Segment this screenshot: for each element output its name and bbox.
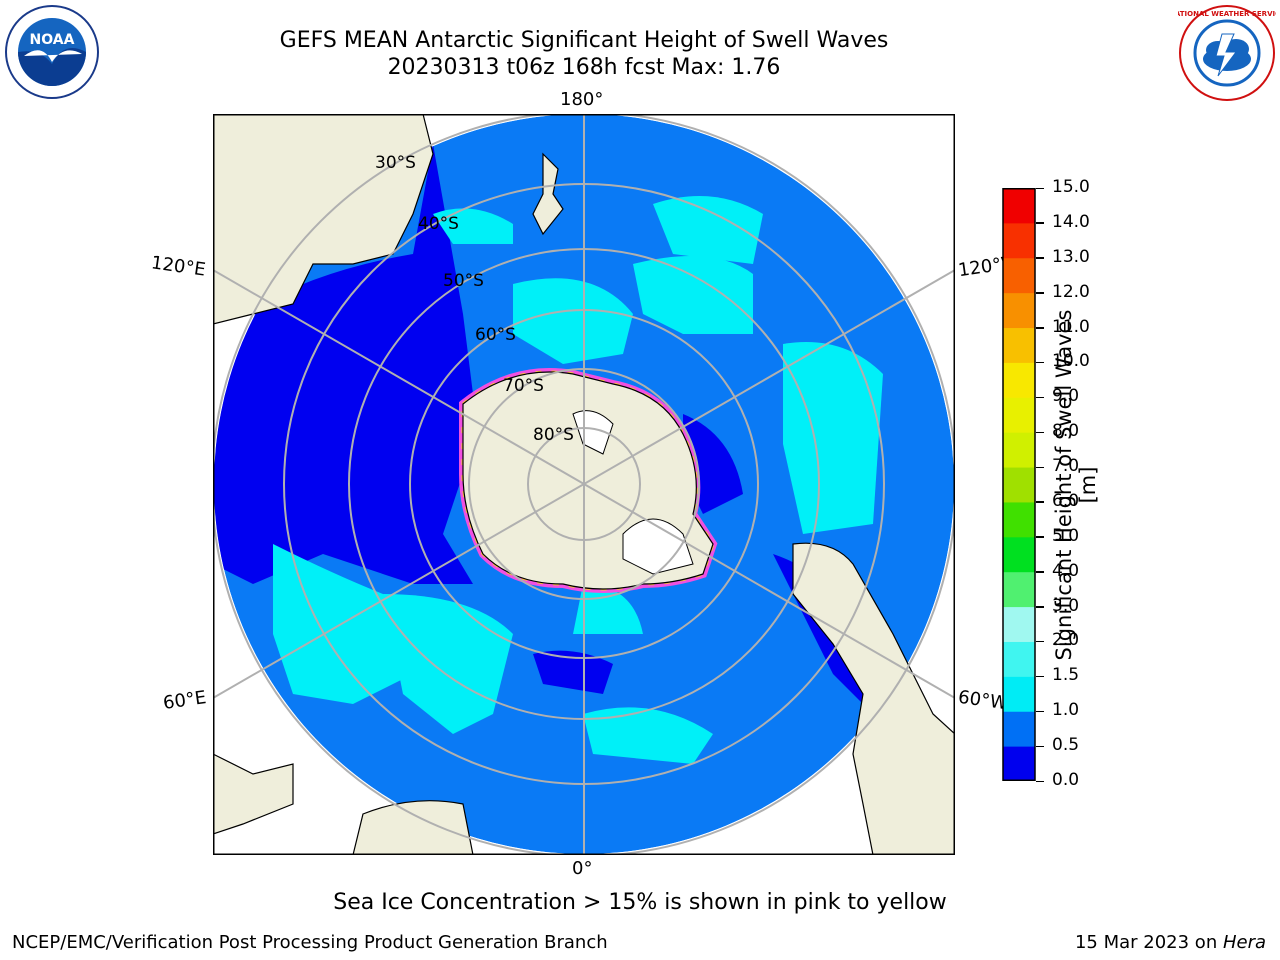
swell-patch-tasman [433, 208, 513, 244]
land-new-zealand [532, 152, 564, 236]
colorbar-segment [1003, 746, 1035, 781]
polar-map: 30°S 40°S 50°S 60°S 70°S 80°S [213, 114, 955, 855]
colorbar-tick-label: 13.0 [1052, 246, 1090, 267]
colorbar-segment [1003, 222, 1035, 259]
colorbar-segment [1003, 397, 1035, 433]
swell-patch-north-pacific [653, 196, 763, 264]
lat-label-50s: 50°S [443, 271, 484, 291]
colorbar-tick-label: 3.0 [1052, 595, 1080, 616]
colorbar-segment [1003, 536, 1035, 573]
colorbar-tick-mark [1036, 292, 1044, 294]
colorbar-label: Significant Height of Swell Waves [m] [1052, 309, 1100, 661]
colorbar-tick-label: 0.0 [1052, 770, 1080, 790]
colorbar-segment [1003, 676, 1035, 712]
colorbar-tick-label: 5.0 [1052, 525, 1080, 546]
colorbar-segment [1003, 467, 1035, 503]
nws-logo: NATIONAL WEATHER SERVICE [1178, 5, 1276, 101]
colorbar-tick-mark [1036, 780, 1044, 782]
chart-title: GEFS MEAN Antarctic Significant Height o… [279, 28, 889, 53]
colorbar-segment [1003, 257, 1035, 294]
noaa-logo: NOAA [5, 5, 99, 99]
colorbar-tick-label: 0.5 [1052, 735, 1080, 756]
colorbar-tick-mark [1036, 536, 1044, 538]
colorbar-tick-label: 8.0 [1052, 421, 1080, 442]
colorbar-tick-mark [1036, 745, 1044, 748]
colorbar-border [1002, 188, 1036, 781]
lat-label-80s: 80°S [533, 425, 574, 445]
colorbar-tick-mark [1036, 640, 1044, 643]
footer-date: 15 Mar 2023 on Hera [1075, 932, 1266, 953]
lat-label-40s: 40°S [418, 214, 459, 234]
colorbar-tick-mark [1036, 431, 1044, 434]
swell-patch-south-pacific [513, 278, 633, 364]
footer-date-text: 15 Mar 2023 on [1074, 932, 1223, 953]
land-south-africa [352, 800, 474, 855]
colorbar-tick-mark [1036, 327, 1044, 329]
lon-label-120e: 120°E [149, 252, 207, 281]
colorbar-tick-mark [1036, 710, 1044, 713]
footer-branch: NCEP/EMC/Verification Post Processing Pr… [12, 932, 608, 953]
colorbar-segment [1003, 711, 1035, 747]
colorbar-segment [1003, 641, 1035, 677]
colorbar-tick-mark [1036, 257, 1044, 259]
colorbar-tick-label: 1.5 [1052, 665, 1080, 686]
swell-patch-pacific [633, 256, 753, 334]
colorbar-segment [1003, 188, 1035, 224]
colorbar-segment [1003, 432, 1035, 468]
swell-patch-east-pacific [783, 342, 883, 534]
colorbar-tick-label: 9.0 [1052, 386, 1080, 407]
colorbar-tick-label: 14.0 [1052, 211, 1090, 232]
lat-label-30s: 30°S [375, 153, 416, 173]
swell-patch-weddell [573, 584, 643, 634]
lat-label-60s: 60°S [475, 325, 516, 345]
colorbar-tick-mark [1036, 675, 1044, 678]
colorbar-tick-label: 7.0 [1052, 456, 1080, 477]
nws-logo-text: NATIONAL WEATHER SERVICE [1178, 10, 1276, 18]
land-south-america [792, 542, 955, 855]
colorbar-segment [1003, 362, 1035, 398]
colorbar-tick-label: 11.0 [1052, 316, 1090, 337]
colorbar-tick-mark [1036, 222, 1044, 224]
swell-patch-atlantic [583, 707, 713, 764]
low-swell-region-west [214, 144, 473, 584]
lon-label-60e: 60°E [161, 687, 208, 714]
low-swell-region-south [533, 650, 613, 694]
graticule [213, 114, 955, 855]
lat-label-70s: 70°S [503, 376, 544, 396]
colorbar-tick-label: 10.0 [1052, 351, 1090, 372]
colorbar [1002, 188, 1036, 781]
lon-label-0: 0° [572, 858, 593, 879]
colorbar-tick-mark [1036, 606, 1044, 608]
colorbar-tick-mark [1036, 361, 1044, 364]
colorbar-tick-mark [1036, 466, 1044, 469]
colorbar-segment [1003, 501, 1035, 538]
colorbar-tick-label: 6.0 [1052, 490, 1080, 511]
colorbar-segment [1003, 606, 1035, 642]
colorbar-segment [1003, 292, 1035, 329]
map-frame-border [213, 114, 955, 855]
colorbar-tick-label: 15.0 [1052, 177, 1090, 197]
colorbar-tick-label: 1.0 [1052, 700, 1080, 721]
colorbar-tick-mark [1036, 571, 1044, 573]
colorbar-segment [1003, 327, 1035, 363]
chart-subtitle: 20230313 t06z 168h fcst Max: 1.76 [387, 55, 781, 80]
colorbar-tick-mark [1036, 396, 1044, 399]
land-madagascar [213, 753, 294, 835]
ice-shelf-weddell [622, 518, 694, 575]
swell-patch-south-indian [383, 594, 513, 734]
noaa-logo-text: NOAA [30, 32, 75, 48]
lon-label-180: 180° [560, 89, 604, 110]
colorbar-tick-label: 2.0 [1052, 630, 1080, 651]
colorbar-tick-mark [1036, 501, 1044, 503]
footer-machine: Hera [1222, 932, 1266, 953]
colorbar-tick-label: 12.0 [1052, 281, 1090, 302]
sea-ice-note: Sea Ice Concentration > 15% is shown in … [333, 890, 947, 915]
colorbar-segment [1003, 571, 1035, 608]
colorbar-tick-mark [1036, 187, 1044, 189]
colorbar-tick-label: 4.0 [1052, 560, 1080, 581]
